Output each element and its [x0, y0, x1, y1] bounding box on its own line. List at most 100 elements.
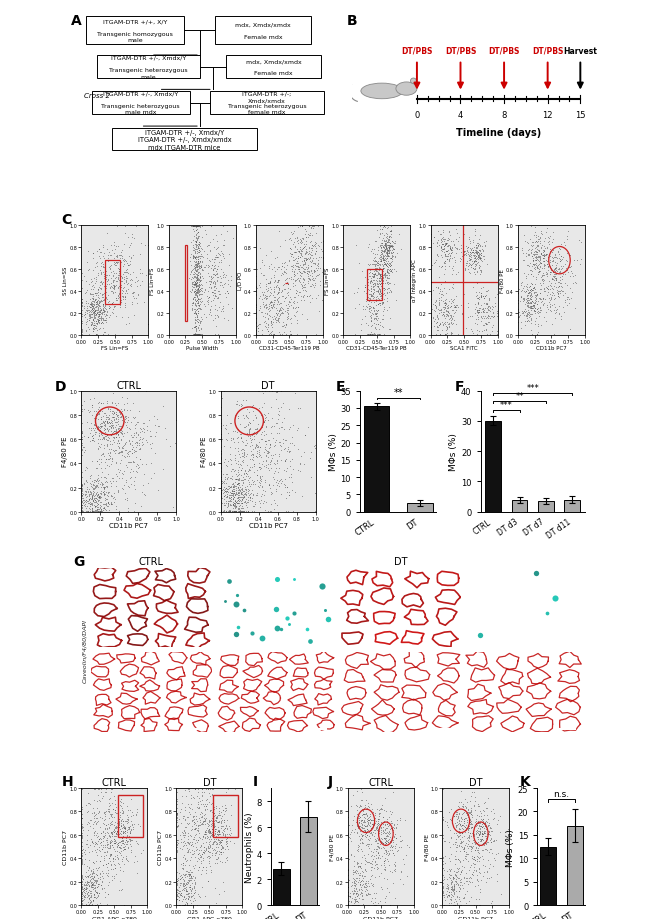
Point	[441, 244, 452, 259]
Point	[564, 260, 574, 275]
Point	[195, 301, 205, 316]
Point	[385, 239, 396, 254]
Point	[207, 836, 218, 851]
Point	[242, 495, 253, 510]
Point	[382, 812, 392, 827]
Point	[471, 849, 482, 864]
Point	[203, 822, 214, 836]
Point	[192, 225, 203, 240]
Point	[480, 317, 491, 332]
Point	[200, 812, 211, 827]
Point	[245, 463, 255, 478]
Point	[98, 866, 109, 880]
Point	[463, 256, 474, 271]
Point	[111, 430, 121, 445]
Point	[133, 438, 144, 453]
Point	[383, 244, 393, 258]
Point	[139, 416, 150, 431]
Point	[240, 487, 251, 502]
Point	[296, 278, 307, 292]
Point	[426, 233, 437, 248]
Point	[216, 814, 226, 829]
Point	[290, 267, 300, 282]
Point	[81, 881, 91, 896]
Point	[456, 814, 466, 829]
Point	[242, 505, 253, 519]
Point	[106, 413, 116, 427]
Point	[297, 265, 307, 279]
Point	[83, 868, 94, 882]
Point	[188, 276, 198, 290]
Point	[101, 837, 112, 852]
Point	[534, 265, 545, 279]
Point	[356, 793, 366, 808]
Point	[289, 264, 300, 278]
Point	[476, 314, 487, 329]
Point	[189, 275, 200, 289]
Point	[479, 834, 489, 849]
Point	[434, 294, 444, 309]
Point	[461, 852, 471, 867]
Point	[248, 459, 259, 473]
Point	[209, 251, 220, 266]
Point	[98, 501, 109, 516]
Point	[366, 856, 376, 870]
Point	[113, 851, 124, 866]
Point	[211, 852, 221, 867]
Point	[99, 501, 109, 516]
Point	[90, 828, 101, 843]
Point	[541, 241, 552, 255]
Point	[133, 816, 144, 831]
Point	[525, 282, 536, 297]
Point	[119, 897, 129, 912]
Point	[250, 441, 260, 456]
Point	[88, 866, 98, 880]
Point	[189, 886, 200, 901]
Point	[388, 242, 398, 256]
Point	[376, 272, 387, 287]
Point	[237, 501, 248, 516]
Point	[114, 471, 124, 486]
Point	[105, 474, 115, 489]
Point	[97, 307, 107, 322]
Point	[107, 419, 117, 434]
Point	[127, 442, 138, 457]
Point	[257, 254, 267, 268]
Point	[452, 852, 463, 867]
Point	[378, 258, 388, 273]
Point	[525, 295, 536, 310]
Point	[213, 824, 223, 839]
Point	[99, 805, 109, 820]
Point	[98, 297, 108, 312]
Point	[444, 319, 454, 334]
Point	[185, 893, 195, 908]
Point	[77, 854, 87, 868]
Bar	[118, 795, 143, 837]
Point	[466, 842, 476, 857]
Point	[380, 242, 391, 256]
Point	[184, 897, 194, 912]
Point	[96, 303, 106, 318]
Point	[205, 789, 216, 803]
Point	[524, 300, 534, 314]
Point	[77, 852, 87, 867]
Point	[267, 312, 278, 327]
Point	[383, 246, 393, 261]
Point	[356, 885, 366, 900]
Point	[98, 276, 108, 290]
Point	[461, 835, 471, 850]
Point	[376, 291, 386, 306]
Point	[298, 276, 309, 290]
Point	[437, 308, 448, 323]
Point	[446, 812, 456, 827]
Point	[437, 828, 448, 843]
Point	[477, 304, 488, 319]
Point	[436, 241, 447, 255]
Point	[302, 289, 313, 304]
Point	[118, 806, 129, 821]
Point	[88, 478, 98, 493]
Point	[457, 825, 467, 840]
Point	[244, 471, 255, 485]
Point	[526, 301, 536, 316]
Point	[213, 815, 223, 830]
